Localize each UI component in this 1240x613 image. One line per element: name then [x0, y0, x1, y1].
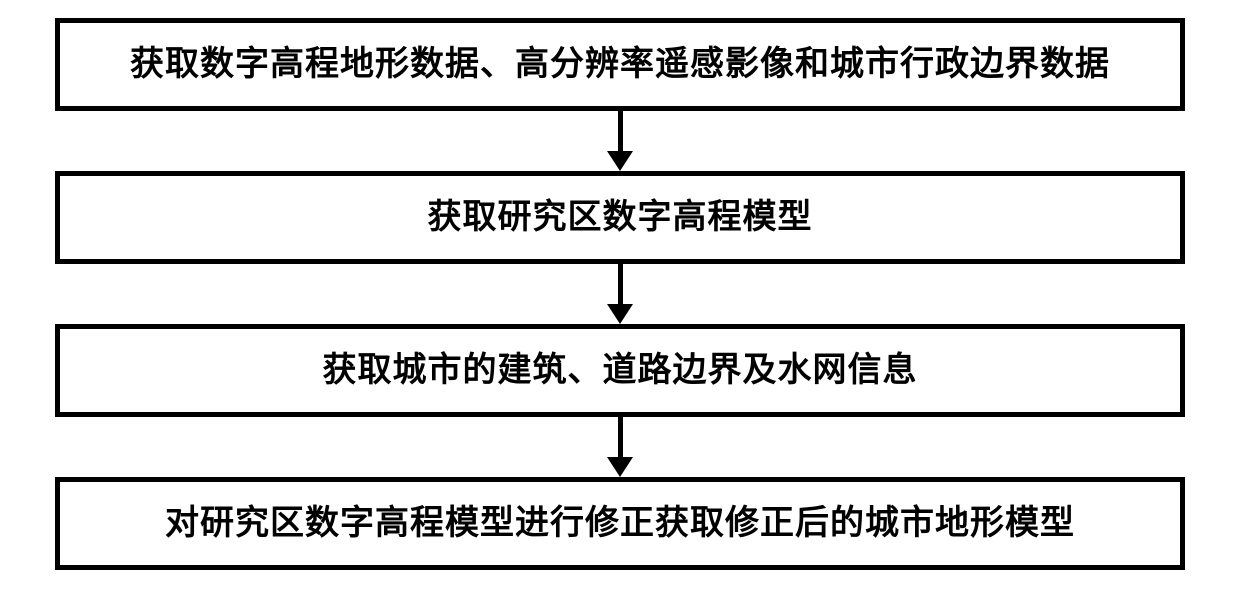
flow-step-1: 获取数字高程地形数据、高分辨率遥感影像和城市行政边界数据 — [55, 18, 1185, 111]
arrow-head-icon — [607, 304, 633, 324]
flow-step-3-label: 获取城市的建筑、道路边界及水网信息 — [323, 351, 918, 389]
arrow-2 — [607, 264, 633, 324]
flow-step-1-label: 获取数字高程地形数据、高分辨率遥感影像和城市行政边界数据 — [130, 45, 1110, 83]
flow-step-4: 对研究区数字高程模型进行修正获取修正后的城市地形模型 — [55, 477, 1185, 570]
arrow-1 — [607, 111, 633, 171]
arrow-line-icon — [618, 111, 623, 153]
flow-step-2-label: 获取研究区数字高程模型 — [428, 198, 813, 236]
flowchart-container: 获取数字高程地形数据、高分辨率遥感影像和城市行政边界数据 获取研究区数字高程模型… — [55, 18, 1185, 570]
arrow-head-icon — [607, 457, 633, 477]
arrow-3 — [607, 417, 633, 477]
flow-step-2: 获取研究区数字高程模型 — [55, 171, 1185, 264]
flow-step-4-label: 对研究区数字高程模型进行修正获取修正后的城市地形模型 — [165, 504, 1075, 542]
arrow-head-icon — [607, 151, 633, 171]
arrow-line-icon — [618, 417, 623, 459]
arrow-line-icon — [618, 264, 623, 306]
flow-step-3: 获取城市的建筑、道路边界及水网信息 — [55, 324, 1185, 417]
